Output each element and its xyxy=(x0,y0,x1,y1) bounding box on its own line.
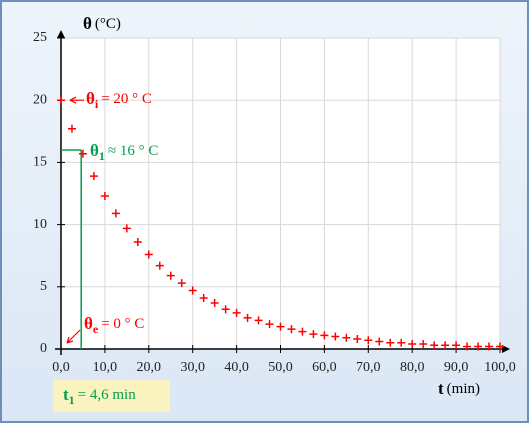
label-text: (°C) xyxy=(95,16,121,32)
data-point xyxy=(287,325,296,334)
data-point xyxy=(144,250,153,259)
data-point xyxy=(78,149,87,158)
x-tick-label: 90,0 xyxy=(444,360,469,375)
data-point xyxy=(408,340,417,349)
label-text: = 0 ° C xyxy=(101,316,144,332)
data-point xyxy=(320,331,329,340)
data-point xyxy=(89,172,98,181)
data-point xyxy=(254,316,263,325)
subscript: 1 xyxy=(69,393,75,407)
x-tick-label: 0,0 xyxy=(52,360,70,375)
data-point xyxy=(353,335,362,344)
y-tick-label: 0 xyxy=(40,341,47,356)
annotation-initial: θi = 20 ° C xyxy=(86,89,152,111)
y-tick-label: 15 xyxy=(33,155,47,170)
annotation-point: θ1 ≈ 16 ° C xyxy=(90,141,158,163)
label-text: = 4,6 min xyxy=(78,387,137,403)
x-tick-label: 100,0 xyxy=(484,360,516,375)
y-axis-arrow xyxy=(57,30,65,38)
symbol: θ xyxy=(90,141,99,160)
y-tick-label: 25 xyxy=(33,30,47,45)
symbol: t xyxy=(438,379,444,398)
data-point xyxy=(221,305,230,314)
x-tick-label: 70,0 xyxy=(356,360,381,375)
data-point xyxy=(100,191,109,200)
data-point xyxy=(210,298,219,307)
annotation-time: t1 = 4,6 min xyxy=(63,385,136,407)
x-tick-label: 20,0 xyxy=(137,360,162,375)
data-point xyxy=(265,320,274,329)
data-point xyxy=(342,333,351,342)
symbol: θ xyxy=(83,14,92,33)
data-point xyxy=(298,327,307,336)
x-axis-label: t (min) xyxy=(438,379,480,398)
data-point xyxy=(364,336,373,345)
x-tick-label: 50,0 xyxy=(268,360,293,375)
data-point xyxy=(474,342,483,351)
y-axis-label: θ (°C) xyxy=(83,14,121,33)
data-point xyxy=(397,338,406,347)
data-point xyxy=(57,96,65,105)
data-point xyxy=(463,342,472,351)
x-tick-label: 10,0 xyxy=(93,360,118,375)
y-tick-label: 20 xyxy=(33,92,47,107)
symbol: θ xyxy=(86,89,95,108)
data-point xyxy=(276,322,285,331)
subscript: 1 xyxy=(99,149,105,163)
data-point xyxy=(452,341,461,350)
y-tick-label: 5 xyxy=(40,279,47,294)
data-point xyxy=(419,340,428,349)
y-tick-label: 10 xyxy=(33,217,47,232)
data-point xyxy=(166,271,175,280)
label-text: ≈ 16 ° C xyxy=(108,143,159,159)
x-tick-label: 40,0 xyxy=(224,360,249,375)
symbol: θ xyxy=(84,314,93,333)
data-point xyxy=(133,238,142,247)
x-tick-label: 30,0 xyxy=(180,360,205,375)
arrow-final xyxy=(66,329,81,344)
label-text: = 20 ° C xyxy=(101,92,152,108)
data-point xyxy=(309,330,318,339)
subscript: e xyxy=(93,322,99,336)
data-point xyxy=(375,337,384,346)
data-point xyxy=(155,261,164,270)
arrow-initial xyxy=(69,96,84,104)
symbol: t xyxy=(63,385,69,404)
x-tick-label: 80,0 xyxy=(400,360,425,375)
label-text: (min) xyxy=(447,381,480,397)
data-point xyxy=(496,342,504,351)
data-point xyxy=(199,293,208,302)
data-point xyxy=(430,341,439,350)
data-point xyxy=(177,279,186,288)
data-point xyxy=(243,313,252,322)
data-point xyxy=(441,341,450,350)
data-point xyxy=(485,342,494,351)
data-point xyxy=(111,209,120,218)
data-point xyxy=(386,338,395,347)
x-tick-label: 60,0 xyxy=(312,360,337,375)
time-box xyxy=(53,380,170,412)
data-point xyxy=(331,332,340,341)
data-point xyxy=(122,224,131,233)
annotation-final: θe = 0 ° C xyxy=(84,314,144,336)
data-point xyxy=(67,124,76,133)
subscript: i xyxy=(95,97,99,111)
data-point xyxy=(188,286,197,295)
data-point xyxy=(232,308,241,317)
